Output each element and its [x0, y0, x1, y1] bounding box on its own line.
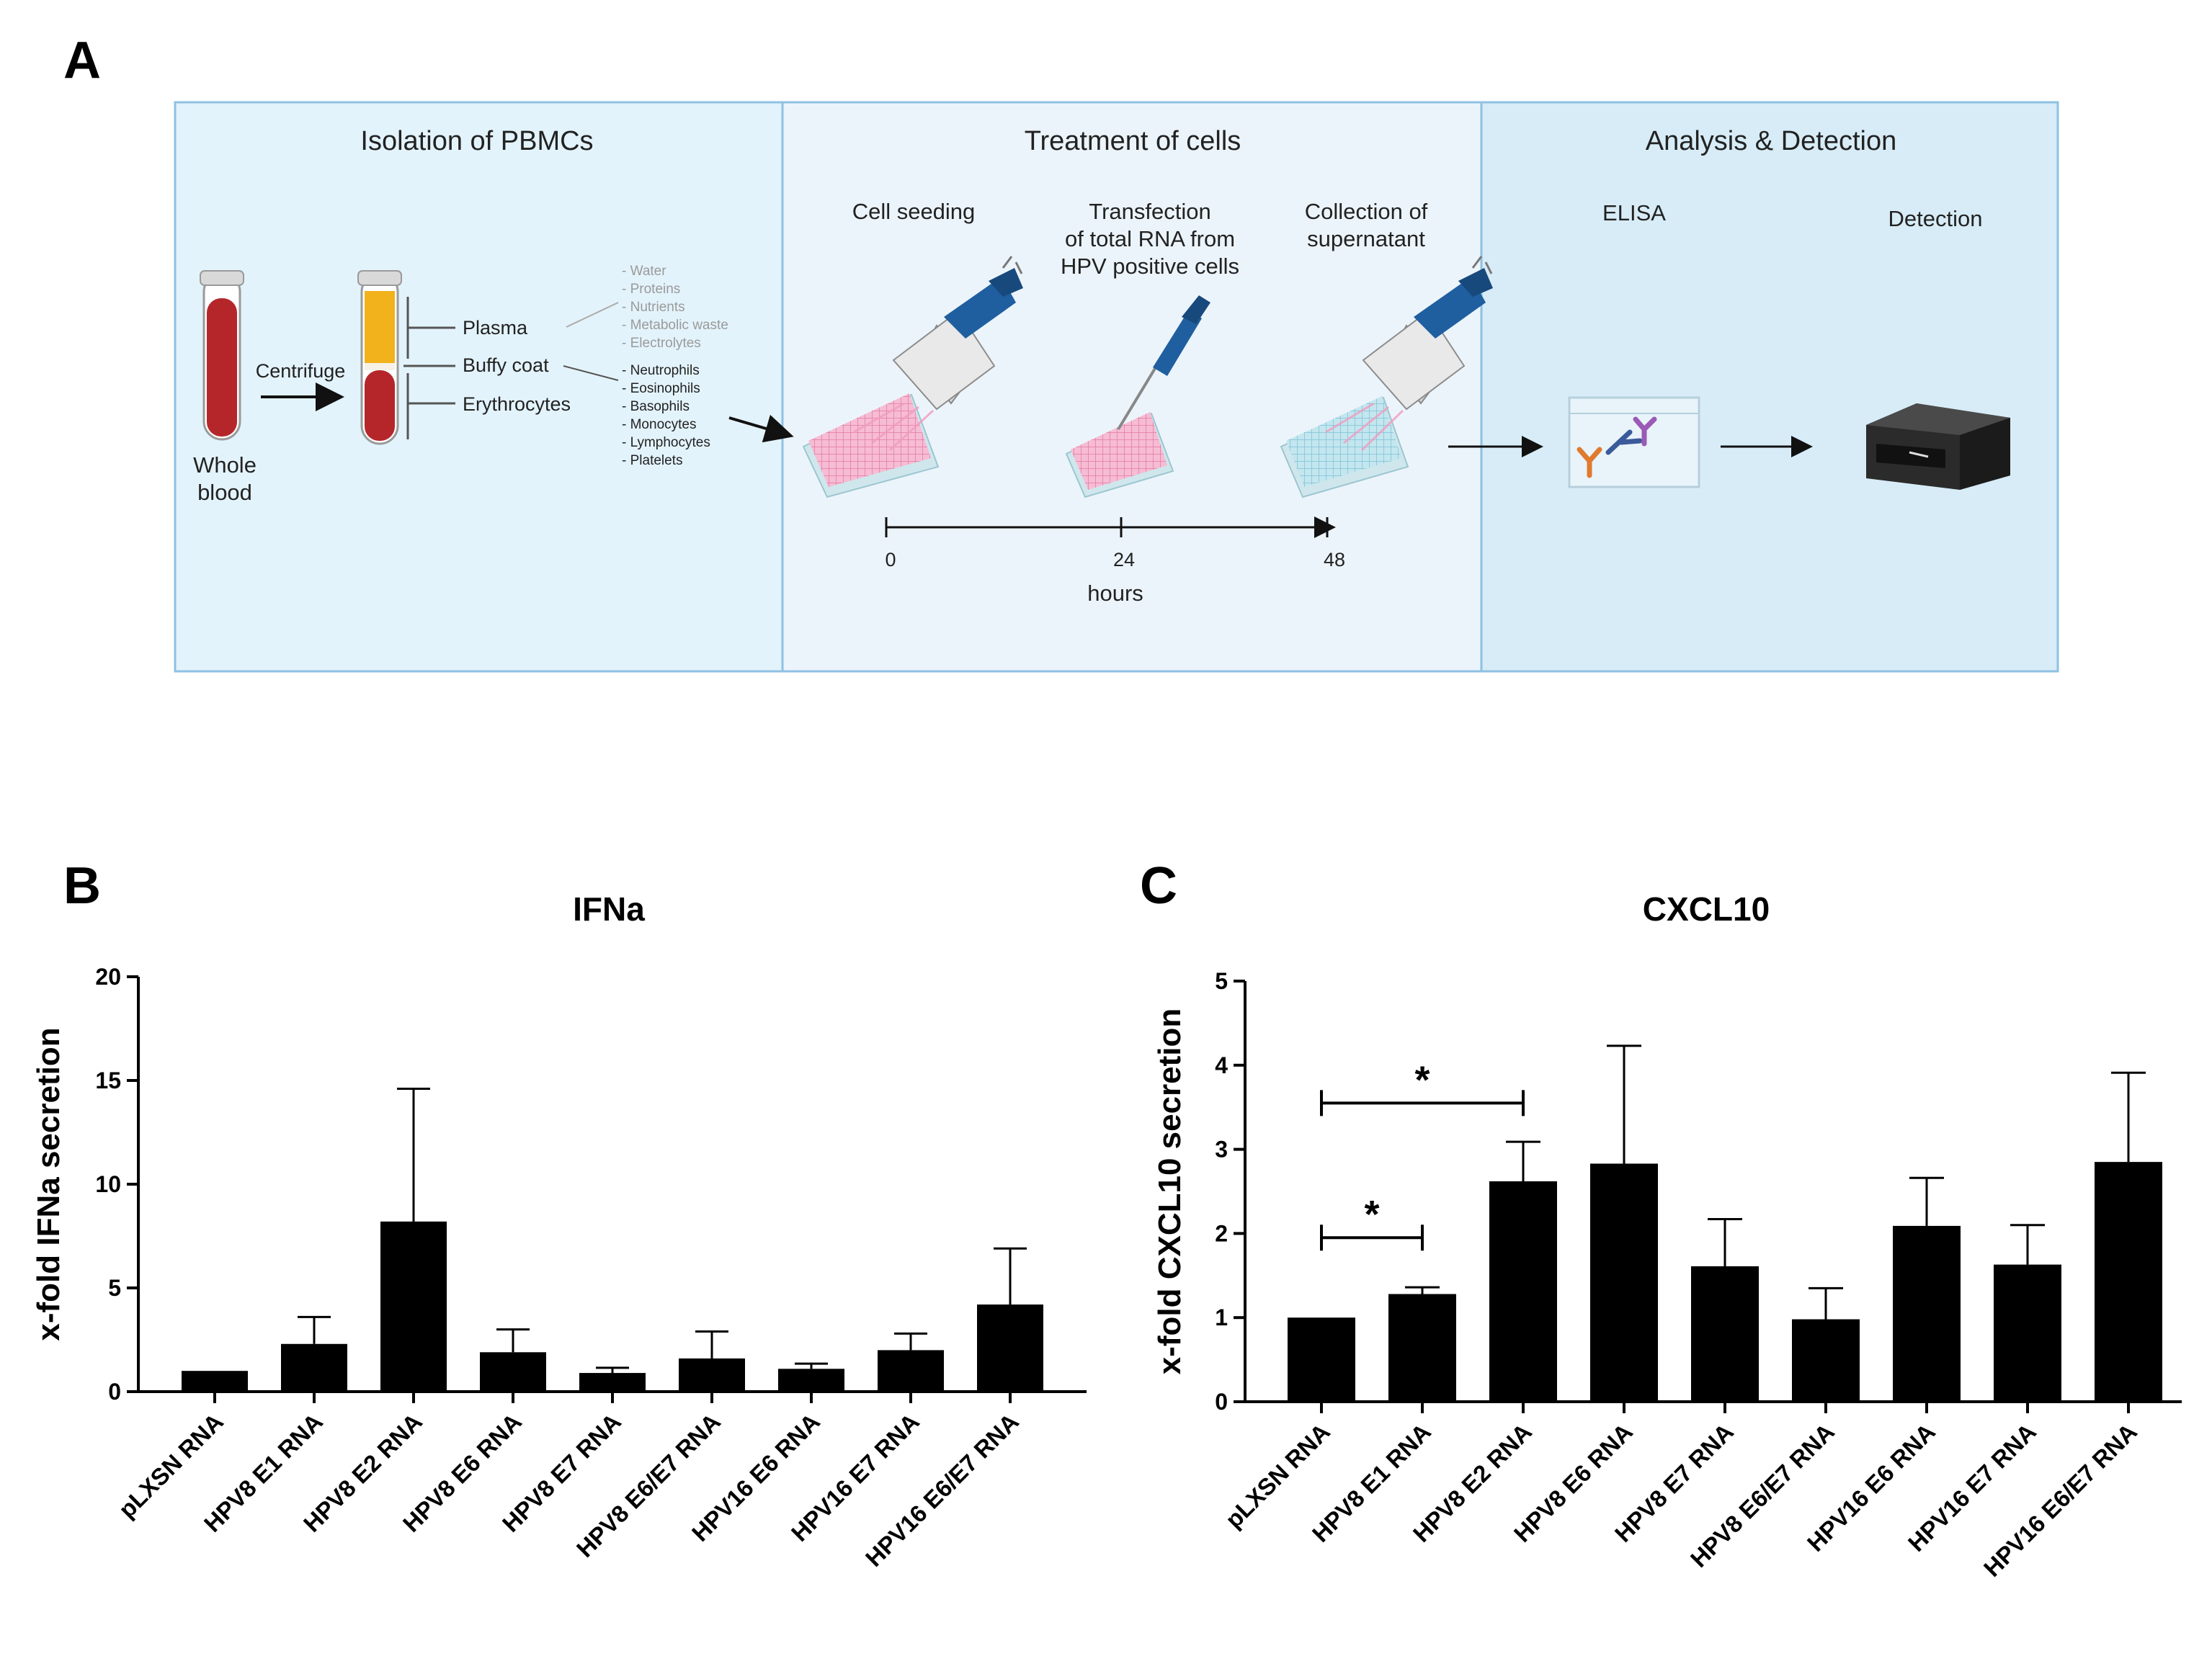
y-tick-label: 15	[95, 1068, 121, 1093]
cell-component-1: - Neutrophils	[622, 363, 700, 378]
data-bar	[878, 1350, 944, 1392]
cell-component-5: - Lymphocytes	[622, 435, 710, 450]
data-bar	[1792, 1319, 1860, 1402]
data-bar	[579, 1373, 646, 1392]
y-tick-label: 5	[108, 1275, 121, 1301]
detection-label: Detection	[1888, 206, 1983, 231]
timeline-tick-0: 0	[885, 549, 896, 570]
treatment-section-box	[781, 101, 1483, 673]
y-tick-label: 5	[1215, 968, 1228, 994]
single-pipette-icon	[1117, 295, 1210, 431]
elisa-well-icon	[1568, 396, 1700, 488]
cell-component-3: - Basophils	[622, 399, 690, 414]
y-tick-label: 4	[1215, 1052, 1228, 1078]
data-bar	[1994, 1264, 2061, 1402]
y-tick-label: 10	[95, 1171, 121, 1197]
cell-component-4: - Monocytes	[622, 417, 696, 432]
data-bar	[1489, 1181, 1557, 1402]
data-bar	[1590, 1163, 1658, 1402]
data-bar	[1893, 1225, 1961, 1402]
data-bar	[1691, 1266, 1759, 1402]
plasma-component-4: - Metabolic waste	[622, 318, 728, 333]
section-title-treatment: Treatment of cells	[1025, 126, 1241, 156]
tube-layer-brackets	[403, 297, 455, 439]
chart-title: IFNa	[573, 890, 645, 928]
buffy-coat-connector-line	[563, 365, 619, 381]
layer-buffy-coat-label: Buffy coat	[463, 354, 549, 376]
y-tick-label: 3	[1215, 1137, 1228, 1163]
data-bar	[480, 1352, 546, 1392]
plasma-component-3: - Nutrients	[622, 300, 685, 315]
whole-blood-tube-icon	[200, 270, 244, 441]
data-bar	[380, 1221, 447, 1392]
y-tick-label: 2	[1215, 1220, 1228, 1246]
panel-b-letter: B	[63, 857, 101, 915]
y-axis-label: x-fold IFNa secretion	[31, 1027, 66, 1341]
isolation-section-box	[174, 101, 784, 673]
data-bar	[679, 1358, 745, 1392]
chart-title: CXCL10	[1643, 890, 1770, 928]
seeding-plate-icon	[802, 393, 940, 498]
data-bar	[2095, 1162, 2162, 1402]
plate-reader-icon	[1866, 403, 2010, 490]
multichannel-pipette-icon-1	[853, 256, 1023, 452]
whole-blood-label-line2: blood	[197, 480, 252, 505]
plasma-component-1: - Water	[622, 264, 666, 279]
step-cell-seeding-label: Cell seeding	[852, 199, 976, 224]
cell-component-2: - Eosinophils	[622, 381, 700, 396]
significance-star: *	[1364, 1193, 1379, 1236]
significance-star: *	[1414, 1058, 1430, 1101]
transfection-plate-icon	[1065, 412, 1174, 498]
timeline-unit-label: hours	[1087, 581, 1143, 606]
data-bar	[1288, 1317, 1355, 1402]
y-tick-label: 20	[95, 964, 121, 990]
plasma-component-5: - Electrolytes	[622, 336, 701, 351]
timeline-axis	[885, 516, 1336, 538]
plasma-connector-line	[566, 302, 619, 328]
section-title-isolation: Isolation of PBMCs	[360, 126, 593, 156]
x-category-label: pLXSN RNA	[1220, 1418, 1335, 1534]
layer-erythrocytes-label: Erythrocytes	[463, 393, 571, 415]
y-tick-label: 0	[108, 1379, 121, 1405]
data-bar	[182, 1371, 248, 1392]
analysis-section-box	[1480, 101, 2059, 673]
elisa-label: ELISA	[1602, 200, 1666, 225]
y-tick-label: 1	[1215, 1304, 1228, 1330]
section-title-analysis: Analysis & Detection	[1646, 126, 1897, 156]
multichannel-pipette-icon-2	[1325, 256, 1493, 452]
data-bar	[977, 1304, 1043, 1392]
layer-plasma-label: Plasma	[463, 317, 528, 339]
cell-component-6: - Platelets	[622, 453, 682, 468]
isolation-to-treatment-arrow	[728, 414, 794, 443]
panel-c-letter: C	[1140, 857, 1177, 915]
step-collection-label-line1: Collection of	[1305, 199, 1428, 224]
panel-a-letter: A	[63, 32, 101, 89]
timeline-tick-48: 48	[1324, 549, 1345, 570]
step-transfection-label-line1: Transfection	[1089, 199, 1210, 224]
centrifuge-label: Centrifuge	[256, 360, 346, 382]
data-bar	[778, 1369, 844, 1392]
step-transfection-label-line3: HPV positive cells	[1061, 254, 1239, 279]
data-bar	[281, 1343, 347, 1392]
whole-blood-label-line1: Whole	[193, 452, 257, 478]
y-tick-label: 0	[1215, 1389, 1228, 1415]
cxcl10-chart: CXCL10 x-fold CXCL10 secretion 0 1 2 3 4 5 pLXSN…	[1152, 890, 2182, 1582]
data-bar	[1388, 1294, 1456, 1402]
timeline-tick-24: 24	[1113, 549, 1135, 570]
step-collection-label-line2: supernatant	[1307, 226, 1425, 251]
y-axis-label: x-fold CXCL10 secretion	[1152, 1008, 1187, 1375]
plasma-component-2: - Proteins	[622, 282, 680, 297]
step-transfection-label-line2: of total RNA from	[1065, 226, 1235, 251]
separated-blood-tube-icon	[357, 270, 402, 445]
